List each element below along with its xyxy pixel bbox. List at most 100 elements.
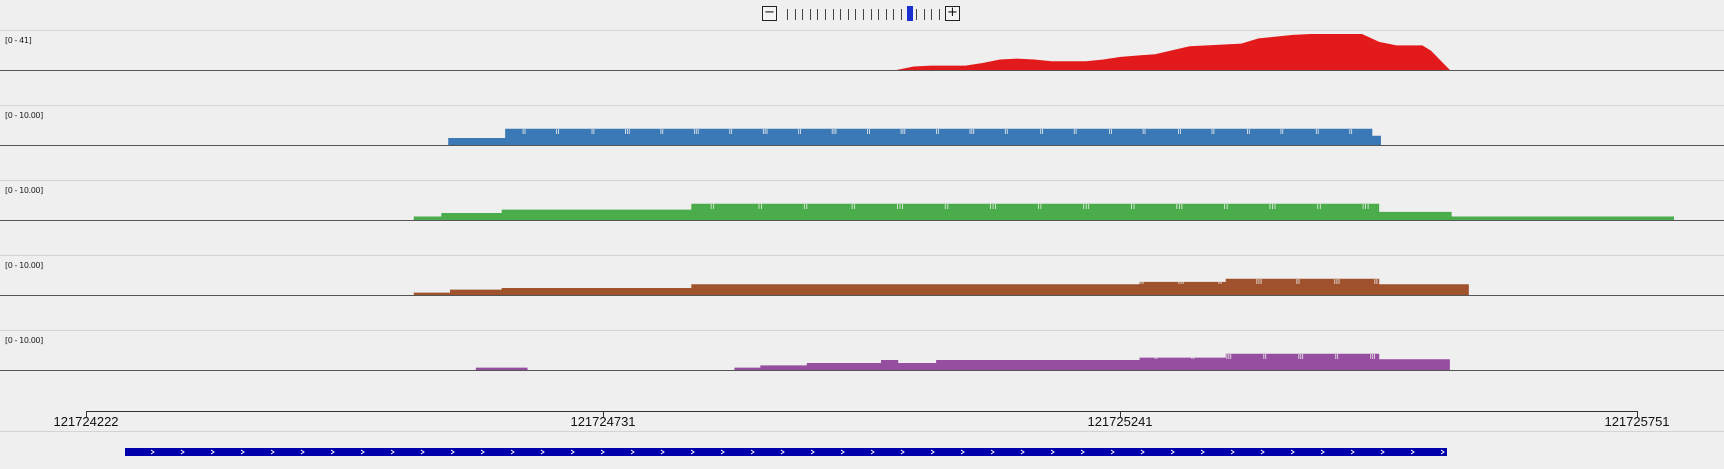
- read-gap: [940, 354, 942, 359]
- read-gap: [796, 354, 798, 359]
- read-gap: [694, 129, 695, 134]
- zoom-level-tick[interactable]: [794, 9, 796, 20]
- read-gap: [441, 279, 442, 284]
- read-gap: [851, 204, 853, 209]
- read-gap: [750, 279, 752, 284]
- gene-track[interactable]: [0, 440, 1724, 464]
- ruler-tick-label: 121725751: [1604, 414, 1670, 429]
- read-gap: [1178, 279, 1180, 284]
- read-gap: [794, 354, 796, 359]
- read-gap: [650, 354, 652, 359]
- zoom-level-tick[interactable]: [840, 9, 842, 20]
- zoom-level-tick[interactable]: [901, 9, 902, 20]
- read-gap: [1006, 129, 1008, 134]
- zoom-level-tick[interactable]: [923, 9, 925, 20]
- coverage-track-4[interactable]: [0 - 10.00]: [0, 255, 1724, 330]
- read-gap: [902, 129, 904, 134]
- read-gap: [1004, 129, 1006, 134]
- read-gap: [1416, 279, 1418, 284]
- zoom-level-tick[interactable]: [916, 9, 918, 20]
- read-gap: [1224, 204, 1226, 209]
- zoom-level-tick[interactable]: [863, 9, 864, 20]
- strand-arrow-icon: [1290, 449, 1295, 455]
- genome-ruler: 121724222 121724731 121725241 121725751: [0, 401, 1724, 431]
- zoom-out-button[interactable]: −: [762, 6, 777, 21]
- strand-arrow-icon: [300, 449, 305, 455]
- zoom-level-tick[interactable]: [825, 9, 826, 20]
- read-gap: [1503, 204, 1505, 209]
- read-gap: [1367, 204, 1369, 209]
- read-gap: [1315, 129, 1317, 134]
- read-gap: [938, 354, 940, 359]
- coverage-track-1[interactable]: [0 - 41]: [0, 30, 1724, 105]
- read-gap: [1446, 354, 1448, 359]
- read-gap: [1156, 354, 1158, 359]
- read-gap: [481, 204, 483, 209]
- zoom-level-tick[interactable]: [855, 9, 857, 20]
- read-gap: [1133, 204, 1135, 209]
- track-range-label: [0 - 10.00]: [5, 111, 43, 120]
- read-gap: [752, 279, 754, 284]
- read-gap: [1180, 279, 1182, 284]
- read-gap: [788, 279, 790, 284]
- read-gap: [479, 204, 481, 209]
- zoom-in-button[interactable]: +: [945, 6, 960, 21]
- coverage-track-2[interactable]: [0 - 10.00]: [0, 105, 1724, 180]
- read-gap: [543, 354, 545, 359]
- read-gap: [944, 204, 946, 209]
- read-gap: [1272, 204, 1273, 209]
- read-gap: [1182, 279, 1184, 284]
- read-gap: [697, 129, 699, 134]
- read-gap: [1410, 204, 1412, 209]
- read-gap: [625, 129, 626, 134]
- zoom-current-level[interactable]: [906, 6, 913, 21]
- read-gap: [572, 204, 574, 209]
- ruler-tick-label: 121724731: [570, 414, 636, 429]
- read-gap: [990, 204, 991, 209]
- read-gap: [665, 204, 667, 209]
- zoom-level-tick[interactable]: [939, 9, 940, 20]
- read-gap: [897, 204, 898, 209]
- strand-arrow-icon: [630, 449, 635, 455]
- read-gap: [904, 129, 906, 134]
- strand-arrow-icon: [810, 449, 815, 455]
- read-gap: [1026, 279, 1028, 284]
- read-gap: [1551, 204, 1553, 209]
- read-gap: [1191, 354, 1193, 359]
- zoom-level-tick[interactable]: [817, 9, 819, 20]
- coverage-track-3[interactable]: [0 - 10.00]: [0, 180, 1724, 255]
- coverage-plot: [896, 34, 1450, 70]
- zoom-level-tick[interactable]: [847, 9, 849, 20]
- read-gap: [758, 204, 760, 209]
- zoom-level-tick[interactable]: [931, 9, 933, 20]
- read-gap: [591, 129, 593, 134]
- read-gap: [620, 204, 621, 209]
- read-gap: [593, 129, 595, 134]
- read-gap: [868, 279, 870, 284]
- read-gap: [1296, 279, 1298, 284]
- read-gap: [1047, 354, 1049, 359]
- read-gap: [597, 279, 598, 284]
- gene-feature[interactable]: [0, 440, 1724, 464]
- zoom-level-tick[interactable]: [809, 9, 811, 20]
- read-gap: [722, 354, 724, 359]
- read-gap: [1088, 204, 1090, 209]
- ruler-axis-line: [86, 411, 1638, 412]
- read-gap: [667, 204, 669, 209]
- zoom-level-tick[interactable]: [802, 9, 804, 20]
- zoom-level-tick[interactable]: [832, 9, 834, 20]
- read-gap: [1337, 354, 1339, 359]
- zoom-level-tick[interactable]: [885, 9, 887, 20]
- read-gap: [854, 204, 856, 209]
- read-gap: [984, 279, 986, 284]
- read-gap: [1338, 279, 1340, 284]
- zoom-level-tick[interactable]: [893, 9, 895, 20]
- read-gap: [626, 129, 628, 134]
- zoom-level-tick[interactable]: [787, 9, 788, 20]
- strand-arrow-icon: [180, 449, 185, 455]
- track-baseline: [0, 220, 1724, 221]
- zoom-level-tick[interactable]: [870, 9, 872, 20]
- coverage-track-5[interactable]: [0 - 10.00]: [0, 330, 1724, 405]
- zoom-level-tick[interactable]: [878, 9, 880, 20]
- track-range-label: [0 - 10.00]: [5, 261, 43, 270]
